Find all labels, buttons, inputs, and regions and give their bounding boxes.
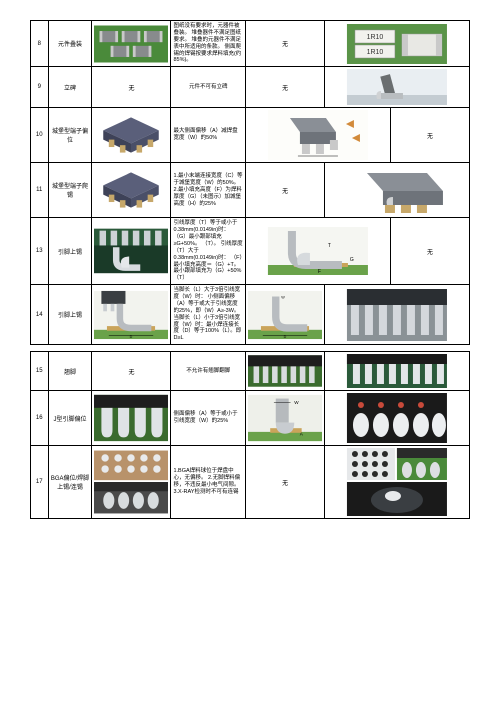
col6: 无	[390, 218, 469, 285]
svg-text:D: D	[284, 335, 287, 339]
table-row: 15 翘脚 无 不允许有翘脚翻脚	[31, 352, 470, 391]
col5: 无	[246, 446, 325, 519]
col5: 无	[246, 21, 325, 67]
table-row: 11 城堡型端子爬锡 1.最小末端连接宽度（C）等于城堡宽度（W）的50%。 2…	[31, 163, 470, 218]
row-name: BGA偏位/焊脚上锡/连锡	[48, 446, 92, 519]
row-name: 城堡型端子偏位	[48, 108, 92, 163]
img-cell	[325, 391, 470, 446]
table-row: 10 城堡型端子偏位 最大侧面偏移（A）减焊盘宽度（W）的50% 无	[31, 108, 470, 163]
criteria: 侧面偏移（A）等于或小于引线宽度（W）的25%	[171, 391, 246, 446]
row-name: J型引脚偏位	[48, 391, 92, 446]
img-cell	[325, 352, 470, 391]
img-cell	[246, 352, 325, 391]
row-name: 立碑	[48, 67, 92, 108]
row-num: 14	[31, 285, 49, 345]
criteria: 1.最小末端连接宽度（C）等于城堡宽度（W）的50%。 2.最小填充高度（F）为…	[171, 163, 246, 218]
col3: 无	[92, 352, 171, 391]
inspection-table: 8 元件叠装 图纸没有要求时，元器件被叠装。 堆叠器件不满足图纸要求。 堆叠的元…	[30, 20, 470, 345]
img-cell	[325, 285, 470, 345]
table-row: 14 引脚上锡 D 当脚长（L）大于3倍引线宽度（W）时： 小侧面偏移（A）等于…	[31, 285, 470, 345]
criteria: 图纸没有要求时，元器件被叠装。 堆叠器件不满足图纸要求。 堆叠的元器件不满足表中…	[171, 21, 246, 67]
table-row: 13 引脚上锡 引线厚度（T）等于或小于0.38mm(0.0149in)时： （…	[31, 218, 470, 285]
img-cell	[246, 108, 391, 163]
svg-text:W: W	[281, 295, 285, 299]
img-cell	[325, 446, 470, 519]
col3: 无	[92, 67, 171, 108]
row-name: 引脚上锡	[48, 285, 92, 345]
img-cell: 1R10 1R10	[325, 21, 470, 67]
row-num: 13	[31, 218, 49, 285]
row-num: 9	[31, 67, 49, 108]
row-name: 城堡型端子爬锡	[48, 163, 92, 218]
table-row: 16 J型引脚偏位 侧面偏移（A）等于或小于引线宽度（W）的25% W A	[31, 391, 470, 446]
row-name: 元件叠装	[48, 21, 92, 67]
row-num: 11	[31, 163, 49, 218]
criteria: 当脚长（L）大于3倍引线宽度（W）时： 小侧面偏移（A）等于或大于引线宽度的25…	[171, 285, 246, 345]
svg-text:T: T	[328, 243, 331, 249]
img-cell	[92, 391, 171, 446]
col5: 无	[246, 163, 325, 218]
svg-text:D: D	[130, 335, 133, 339]
svg-text:1R10: 1R10	[367, 34, 384, 41]
criteria: 1.BGA焊料球位于焊盘中心，无偏移。 2.无脚焊料偏移，不违反最小电气间隙。 …	[171, 446, 246, 519]
table-row: 9 立碑 无 元件不可有立碑 无	[31, 67, 470, 108]
img-cell	[92, 21, 171, 67]
criteria: 引线厚度（T）等于或小于0.38mm(0.0149in)时： （G）最小跟部填充…	[171, 218, 246, 285]
svg-text:G: G	[350, 257, 354, 263]
img-cell	[92, 218, 171, 285]
criteria: 最大侧面偏移（A）减焊盘宽度（W）的50%	[171, 108, 246, 163]
table-row: 17 BGA偏位/焊脚上锡/连锡 1.BGA焊料球位于焊盘中心，无偏移。 2.无…	[31, 446, 470, 519]
row-name: 翘脚	[48, 352, 92, 391]
img-cell	[325, 163, 470, 218]
img-cell	[92, 163, 171, 218]
row-name: 引脚上锡	[48, 218, 92, 285]
row-num: 10	[31, 108, 49, 163]
img-cell	[92, 446, 171, 519]
img-cell: W A	[246, 391, 325, 446]
svg-text:1R10: 1R10	[367, 49, 384, 56]
row-num: 17	[31, 446, 49, 519]
img-cell: D	[92, 285, 171, 345]
row-num: 15	[31, 352, 49, 391]
table-row: 8 元件叠装 图纸没有要求时，元器件被叠装。 堆叠器件不满足图纸要求。 堆叠的元…	[31, 21, 470, 67]
img-cell: T G F	[246, 218, 391, 285]
svg-text:W: W	[294, 400, 299, 405]
row-num: 8	[31, 21, 49, 67]
criteria: 不允许有翘脚翻脚	[171, 352, 246, 391]
col6: 无	[390, 108, 469, 163]
row-num: 16	[31, 391, 49, 446]
img-cell: D W	[246, 285, 325, 345]
inspection-table-2: 15 翘脚 无 不允许有翘脚翻脚 16 J型引脚偏位	[30, 351, 470, 519]
img-cell	[92, 108, 171, 163]
criteria: 元件不可有立碑	[171, 67, 246, 108]
svg-text:F: F	[318, 269, 321, 275]
img-cell	[325, 67, 470, 108]
col5: 无	[246, 67, 325, 108]
